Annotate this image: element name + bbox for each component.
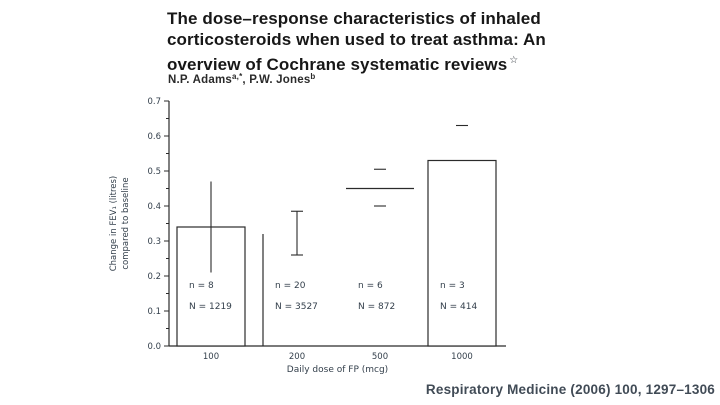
paper-title-line-3: overview of Cochrane systematic reviews ☆	[167, 50, 587, 75]
annotation-N-200: N = 3527	[275, 302, 318, 312]
footnote-star-icon: ☆	[509, 55, 519, 66]
journal-citation: Respiratory Medicine (2006) 100, 1297–13…	[425, 382, 715, 397]
author-1-affiliation: a,*	[232, 72, 243, 81]
author-separator: ,	[242, 74, 250, 86]
paper-title: The dose–response characteristics of inh…	[167, 8, 587, 75]
x-tick-label-100: 100	[203, 352, 219, 362]
author-2: P.W. Jones	[249, 74, 311, 86]
annotation-n-1000: n = 3	[440, 281, 465, 291]
x-tick-label-500: 500	[372, 352, 388, 362]
annotation-n-200: n = 20	[275, 281, 306, 291]
x-axis-title: Daily dose of FP (mcg)	[287, 365, 388, 375]
y-tick-label: 0.4	[147, 202, 161, 212]
bar-1000	[427, 159, 497, 347]
y-tick-label: 0.7	[147, 97, 161, 107]
dose-response-chart: 0.0 0.1 0.2 0.3 0.4 0.5 0.6 0.7 Change in FEV₁ (…	[109, 97, 506, 375]
y-tick-label: 0.1	[147, 307, 161, 317]
y-tick-label: 0.3	[147, 237, 161, 247]
y-tick-label: 0.2	[147, 272, 161, 282]
paper-title-line-3-text: overview of Cochrane systematic reviews	[167, 55, 508, 74]
y-axis-title-line-1: Change in FEV₁ (litres)	[109, 176, 119, 272]
y-tick-label: 0.5	[147, 167, 161, 177]
y-axis-title-line-2: compared to baseline	[121, 177, 131, 269]
annotation-n-100: n = 8	[189, 281, 214, 291]
paper-title-line-1: The dose–response characteristics of inh…	[167, 9, 541, 28]
author-2-affiliation: b	[310, 72, 316, 81]
author-1: N.P. Adams	[168, 74, 232, 86]
annotation-N-100: N = 1219	[189, 302, 232, 312]
x-tick-label-200: 200	[289, 352, 305, 362]
y-tick-label: 0.6	[147, 132, 161, 142]
x-tick-label-1000: 1000	[451, 352, 473, 362]
annotation-N-1000: N = 414	[440, 302, 477, 312]
paper-title-line-2: corticosteroids when used to treat asthm…	[167, 30, 546, 49]
annotation-N-500: N = 872	[358, 302, 395, 312]
y-tick-label: 0.0	[147, 342, 161, 352]
annotation-n-500: n = 6	[358, 281, 383, 291]
paper-authors: N.P. Adamsa,*, P.W. Jonesb	[168, 72, 316, 86]
